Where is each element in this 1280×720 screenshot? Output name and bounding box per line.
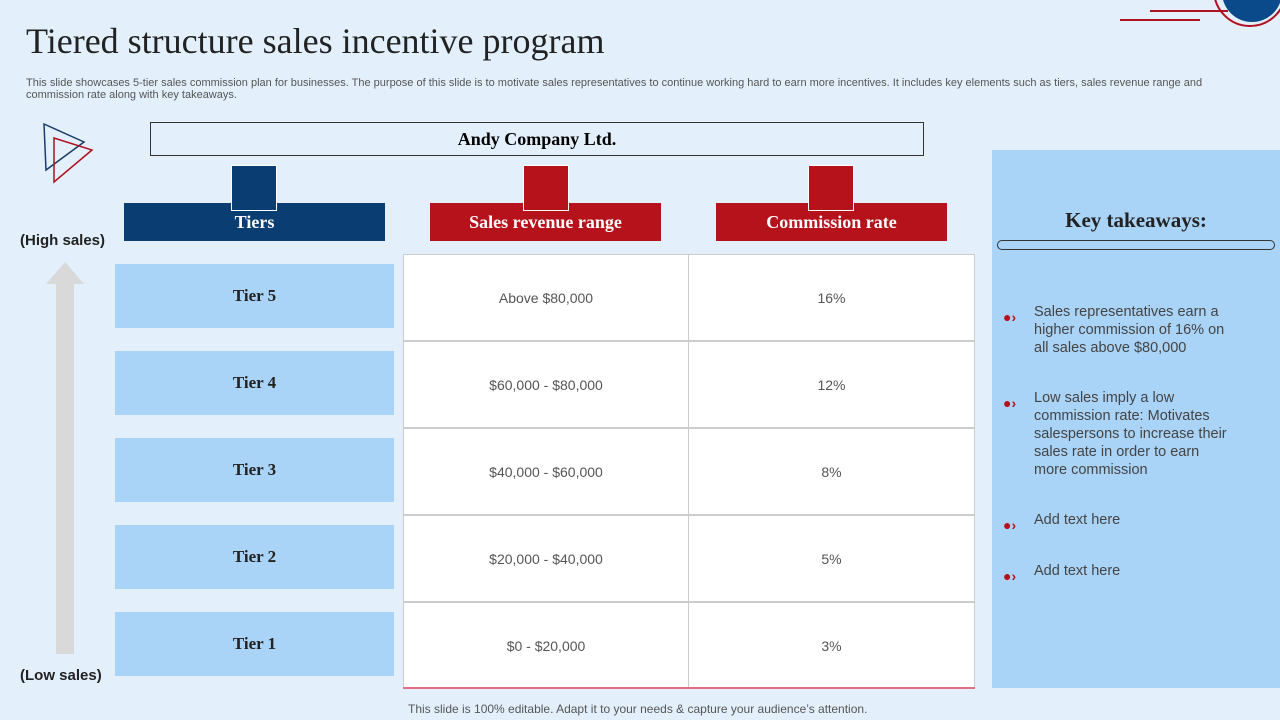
- table-bottom: [403, 687, 975, 689]
- takeaway: Add text here: [1034, 512, 1121, 528]
- icon: [808, 165, 854, 211]
- bullet: ●›: [1003, 517, 1017, 533]
- rate-cell: 16%: [688, 254, 975, 341]
- decor-triangles: [43, 122, 94, 184]
- title: Tiered structure sales incentive program: [26, 21, 605, 61]
- bullet: ●›: [1003, 309, 1017, 325]
- low-label: (Low sales): [20, 667, 102, 684]
- arrow: [46, 262, 84, 654]
- rate-cell: 12%: [688, 341, 975, 428]
- header: Sales revenue range: [430, 203, 661, 241]
- rate-cell: 5%: [688, 515, 975, 602]
- bullet: ●›: [1003, 395, 1017, 411]
- footer: This slide is 100% editable. Adapt it to…: [408, 702, 868, 716]
- tier: Tier 3: [115, 438, 394, 502]
- range-cell: Above $80,000: [403, 254, 689, 341]
- range-cell: $0 - $20,000: [403, 602, 689, 689]
- takeaway: Sales representatives earn a higher comm…: [1034, 304, 1225, 356]
- takeaways-title: Key takeaways:: [1065, 208, 1207, 232]
- divider: [997, 240, 1275, 250]
- decor: [1120, 0, 1280, 27]
- tier: Tier 1: [115, 612, 394, 676]
- range-cell: $60,000 - $80,000: [403, 341, 689, 428]
- takeaway: Add text here: [1034, 563, 1121, 579]
- takeaway: Low sales imply a low commission rate: M…: [1034, 390, 1227, 478]
- description: This slide showcases 5-tier sales commis…: [26, 77, 1203, 101]
- icon: [523, 165, 569, 211]
- rate-cell: 8%: [688, 428, 975, 515]
- bullet: ●›: [1003, 568, 1017, 584]
- tier: Tier 4: [115, 351, 394, 415]
- takeaways-panel: [992, 150, 1280, 688]
- rate-cell: 3%: [688, 602, 975, 689]
- high-label: (High sales): [20, 232, 106, 249]
- tier: Tier 2: [115, 525, 394, 589]
- company: Andy Company Ltd.: [150, 122, 924, 156]
- range-cell: $40,000 - $60,000: [403, 428, 689, 515]
- icon: [231, 165, 277, 211]
- tier: Tier 5: [115, 264, 394, 328]
- range-cell: $20,000 - $40,000: [403, 515, 689, 602]
